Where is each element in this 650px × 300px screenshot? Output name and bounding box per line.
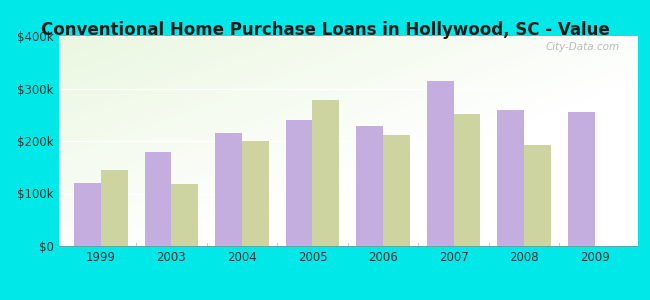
- Text: Conventional Home Purchase Loans in Hollywood, SC - Value: Conventional Home Purchase Loans in Holl…: [40, 21, 610, 39]
- Bar: [215, 133, 242, 246]
- Bar: [74, 183, 101, 246]
- Bar: [524, 145, 551, 246]
- Bar: [454, 114, 480, 246]
- Bar: [242, 141, 268, 246]
- Bar: [427, 81, 454, 246]
- Legend: HMDA, PMIC: HMDA, PMIC: [278, 296, 417, 300]
- Bar: [144, 152, 172, 246]
- Bar: [356, 126, 383, 246]
- Bar: [383, 135, 410, 246]
- Bar: [568, 112, 595, 246]
- Bar: [172, 184, 198, 246]
- Bar: [101, 170, 127, 246]
- Bar: [285, 120, 313, 246]
- Bar: [313, 100, 339, 246]
- Text: City-Data.com: City-Data.com: [545, 42, 619, 52]
- Bar: [497, 110, 524, 246]
